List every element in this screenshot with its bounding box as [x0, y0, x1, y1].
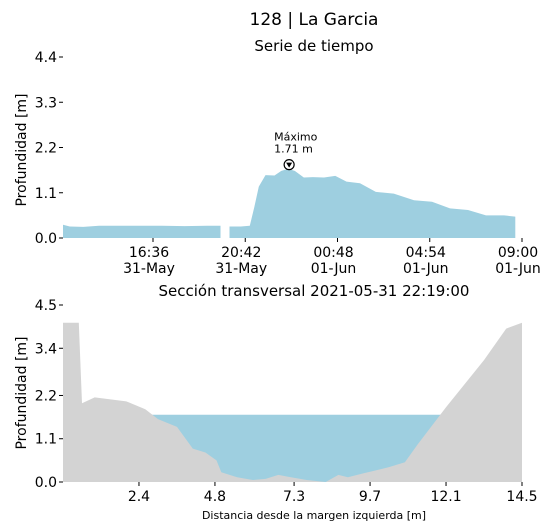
- time-series-chart: Serie de tiempo Profundidad [m] 4.4 3.3 2.…: [14, 37, 540, 277]
- y-tick-label: 0.0: [35, 475, 57, 491]
- y-tick-label: 2.2: [35, 141, 57, 157]
- ground-profile: [63, 322, 522, 482]
- max-marker-arrow: [286, 162, 293, 168]
- y-tick-label: 1.1: [35, 186, 57, 202]
- ground-fill: [63, 322, 522, 482]
- max-annotation: Máximo 1.71 m: [274, 131, 318, 171]
- x-tick-time: 04:54: [406, 245, 446, 261]
- depth-area-segment: [63, 224, 221, 238]
- x-tick-date: 01-Jun: [311, 261, 357, 277]
- depth-area-segment: [229, 168, 516, 238]
- x-tick-time: 16:36: [129, 245, 169, 261]
- cross-section-y-ticks: 4.5 3.4 2.2 1.1 0.0: [35, 298, 63, 491]
- x-tick-label: 14.5: [506, 489, 537, 505]
- time-series-y-ticks: 4.4 3.3 2.2 1.1 0.0: [35, 50, 63, 247]
- time-series-ylabel: Profundidad [m]: [14, 93, 30, 206]
- cross-section-x-ticks: 2.4 4.8 7.3 9.7 12.1 14.5: [128, 482, 538, 505]
- max-label: Máximo: [274, 131, 318, 144]
- cross-section-title: Sección transversal 2021-05-31 22:19:00: [159, 282, 470, 300]
- x-tick-date: 31-May: [215, 261, 267, 277]
- y-tick-label: 4.5: [35, 298, 57, 314]
- cross-section-xlabel: Distancia desde la margen izquierda [m]: [202, 509, 426, 522]
- x-tick-label: 4.8: [204, 489, 226, 505]
- figure-title: 128 | La Garcia: [250, 10, 379, 30]
- x-tick-date: 01-Jun: [495, 261, 540, 277]
- time-series-title: Serie de tiempo: [254, 37, 373, 55]
- x-tick-label: 12.1: [430, 489, 461, 505]
- y-tick-label: 4.4: [35, 50, 57, 66]
- y-tick-label: 1.1: [35, 432, 57, 448]
- x-tick-time: 20:42: [221, 245, 261, 261]
- max-value: 1.71 m: [274, 143, 313, 156]
- x-tick-label: 9.7: [359, 489, 381, 505]
- x-tick-date: 01-Jun: [403, 261, 449, 277]
- x-tick-date: 31-May: [123, 261, 175, 277]
- cross-section-chart: Sección transversal 2021-05-31 22:19:00 …: [14, 282, 538, 522]
- time-series-x-ticks: 16:3631-May20:4231-May00:4801-Jun04:5401…: [123, 238, 540, 277]
- cross-section-ylabel: Profundidad [m]: [14, 336, 30, 449]
- x-tick-time: 09:00: [498, 245, 538, 261]
- depth-area-series: [63, 168, 516, 238]
- x-tick-time: 00:48: [313, 245, 353, 261]
- max-marker-icon: [283, 159, 295, 171]
- y-tick-label: 3.3: [35, 95, 57, 111]
- x-tick-label: 7.3: [283, 489, 305, 505]
- x-tick-label: 2.4: [128, 489, 150, 505]
- y-tick-label: 3.4: [35, 341, 57, 357]
- y-tick-label: 0.0: [35, 231, 57, 247]
- y-tick-label: 2.2: [35, 388, 57, 404]
